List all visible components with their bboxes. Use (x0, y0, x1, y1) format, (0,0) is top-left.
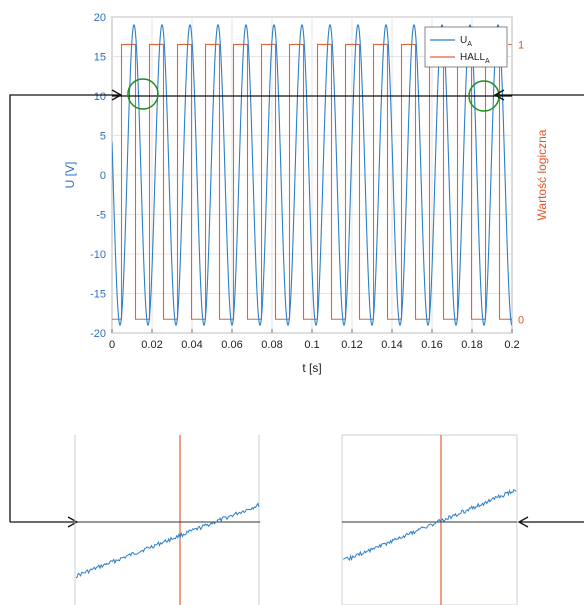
legend: UA HALLA (424, 26, 508, 68)
y-right-tick-labels: 10 (518, 39, 524, 326)
y-left-tick-label: -5 (96, 210, 106, 222)
hall-series (112, 43, 512, 320)
inset-left (74, 435, 260, 605)
y-left-tick-labels: 20 15 10 5 0 -5 -10 -15 -20 (90, 12, 106, 340)
legend-ua-label: UA (460, 35, 472, 48)
x-tick-label: 0.16 (421, 339, 442, 351)
y-right-axis-label: Wartość logiczna (535, 129, 549, 220)
y-left-axis-label: U [V] (63, 162, 77, 189)
x-tick-label: 0.1 (304, 339, 319, 351)
x-tick-labels: 0 0.02 0.04 0.06 0.08 0.1 0.12 0.14 0.16 0.18 0.2 (109, 339, 520, 351)
right-connector (493, 89, 584, 528)
inset-right-trace (342, 488, 517, 562)
x-tick-label: 0.06 (221, 339, 242, 351)
marker-circle-left (127, 78, 159, 110)
y-left-tick-label: 15 (94, 52, 106, 64)
x-axis-label: t [s] (302, 361, 321, 375)
y-left-tick-label: 0 (100, 170, 106, 182)
x-tick-label: 0.12 (341, 339, 362, 351)
hall-line (112, 43, 512, 320)
x-tick-label: 0.18 (461, 339, 482, 351)
y-right-tick-label: 1 (518, 39, 524, 51)
y-right-tick-label: 0 (518, 314, 524, 326)
inset-right (341, 434, 518, 605)
x-tick-label: 0.14 (381, 339, 402, 351)
y-left-tick-label: 10 (94, 91, 106, 103)
y-left-tick-label: -10 (90, 249, 106, 261)
y-left-tick-label: -20 (90, 328, 106, 340)
y-left-tick-label: -15 (90, 289, 106, 301)
left-connector (9, 89, 123, 528)
x-tick-label: 0.04 (181, 339, 202, 351)
x-tick-label: 0 (109, 339, 115, 351)
y-left-tick-label: 20 (94, 12, 106, 24)
marker-circle-right (468, 80, 500, 112)
x-tick-label: 0.2 (504, 339, 519, 351)
x-tick-label: 0.08 (261, 339, 282, 351)
legend-hall-label: HALLA (460, 52, 490, 65)
y-left-tick-label: 5 (100, 131, 106, 143)
inset-left-trace (75, 502, 260, 579)
x-tick-label: 0.02 (141, 339, 162, 351)
